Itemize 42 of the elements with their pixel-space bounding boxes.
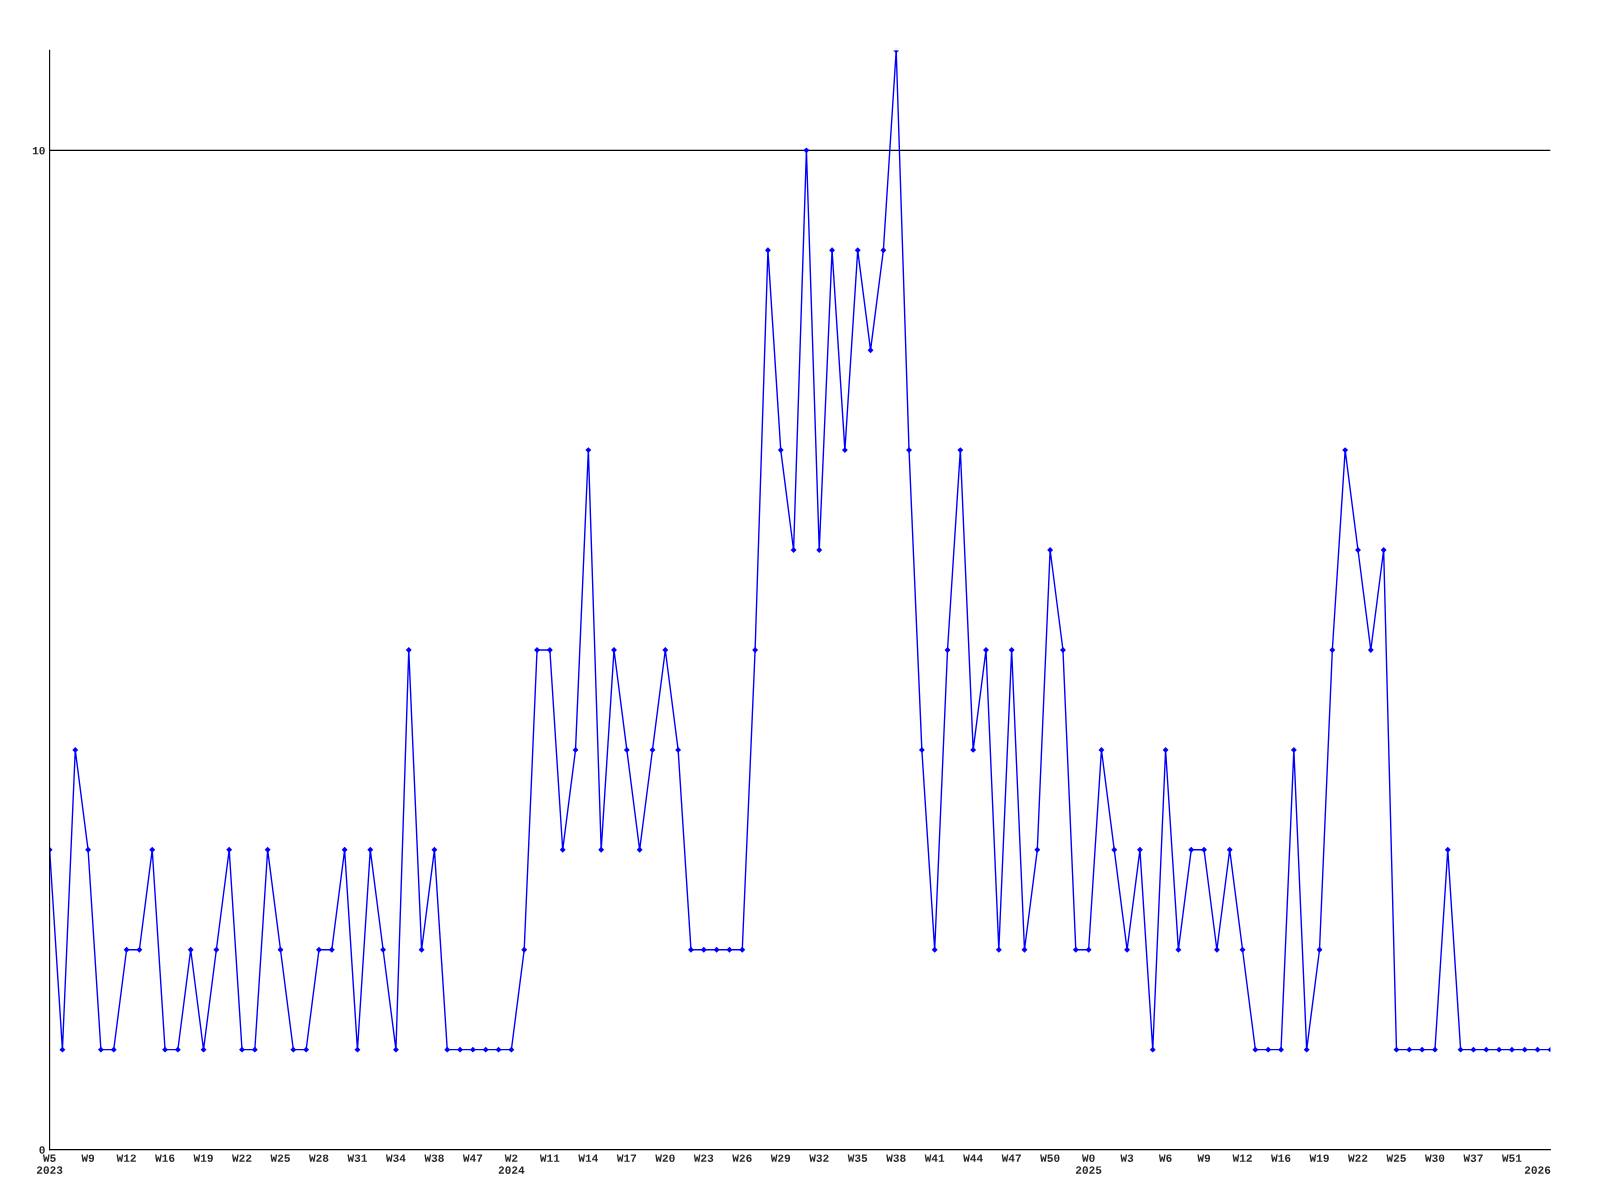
x-tick-label: W47 — [462, 1154, 483, 1162]
x-tick-label: W25 — [270, 1154, 290, 1162]
x-tick-label: W22 — [232, 1154, 252, 1162]
x-tick-label: W25 — [1386, 1154, 1406, 1162]
x-tick-label: W3 — [1120, 1154, 1134, 1162]
x-tick-label: W34 — [385, 1154, 406, 1162]
x-tick-label: 2026 — [1524, 1166, 1551, 1174]
x-tick-label: W2 2024 — [498, 1154, 525, 1174]
x-tick-label: W47 — [1001, 1154, 1021, 1162]
x-tick-label: W37 — [1463, 1154, 1483, 1162]
y-tick-label: 0 — [39, 1146, 45, 1154]
x-tick-label: W19 — [193, 1154, 213, 1162]
x-tick-label: W14 — [578, 1154, 599, 1162]
x-tick-label: W31 — [347, 1154, 367, 1162]
x-tick-label: W26 — [732, 1154, 752, 1162]
x-tick-label: W6 — [1158, 1154, 1172, 1162]
y-tick-label: 10 — [32, 146, 45, 155]
x-tick-label: W38 — [886, 1154, 906, 1162]
x-tick-label: W44 — [963, 1154, 983, 1162]
x-tick-label: W5 2023 — [36, 1154, 63, 1174]
x-tick-label: W38 — [424, 1154, 444, 1162]
x-tick-label: W41 — [924, 1154, 945, 1162]
x-tick-label: W50 — [1040, 1154, 1060, 1162]
x-tick-label: W16 — [1271, 1154, 1291, 1162]
x-tick-label: W17 — [616, 1154, 637, 1162]
x-tick-label: W12 — [1232, 1154, 1252, 1162]
x-tick-label: W32 — [809, 1154, 829, 1162]
x-tick-label: W28 — [308, 1154, 329, 1162]
x-tick-label: W0 2025 — [1075, 1154, 1102, 1174]
x-tick-label: W11 — [539, 1154, 560, 1162]
x-tick-label: W9 — [1197, 1154, 1211, 1162]
x-tick-label: W9 — [81, 1154, 95, 1162]
x-tick-label: W20 — [655, 1154, 675, 1162]
x-tick-label: W30 — [1424, 1154, 1445, 1162]
x-tick-label: W16 — [155, 1154, 175, 1162]
x-tick-label: W23 — [693, 1154, 714, 1162]
x-tick-label: W51 — [1501, 1154, 1522, 1162]
x-tick-label: W35 — [847, 1154, 868, 1162]
x-tick-label: W19 — [1309, 1154, 1329, 1162]
x-tick-label: W22 — [1347, 1154, 1368, 1162]
x-tick-label: W29 — [770, 1154, 791, 1162]
x-tick-label: W12 — [116, 1154, 136, 1162]
